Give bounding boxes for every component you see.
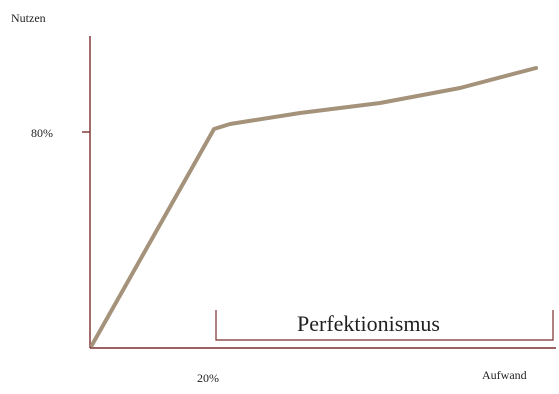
y-axis-label: Nutzen — [11, 11, 46, 25]
perfektionismus-label: Perfektionismus — [297, 311, 440, 336]
x-tick-label: 20% — [197, 371, 219, 385]
y-tick-label: 80% — [31, 126, 53, 140]
x-axis-label: Aufwand — [482, 368, 527, 382]
perfektionismus-bracket — [215, 310, 554, 341]
utility-curve — [90, 66, 538, 347]
